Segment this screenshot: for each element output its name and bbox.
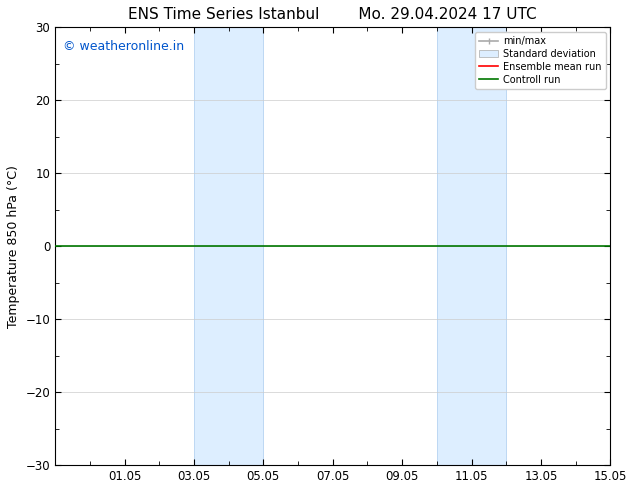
Y-axis label: Temperature 850 hPa (°C): Temperature 850 hPa (°C) (7, 165, 20, 328)
Title: ENS Time Series Istanbul        Mo. 29.04.2024 17 UTC: ENS Time Series Istanbul Mo. 29.04.2024 … (129, 7, 537, 22)
Legend: min/max, Standard deviation, Ensemble mean run, Controll run: min/max, Standard deviation, Ensemble me… (475, 32, 605, 89)
Bar (437, 27, 507, 465)
Text: © weatheronline.in: © weatheronline.in (63, 40, 184, 53)
Bar (194, 27, 263, 465)
